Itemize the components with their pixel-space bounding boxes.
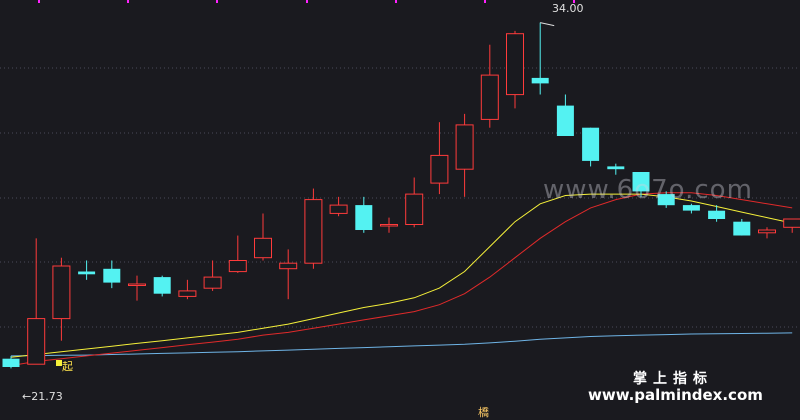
candle-down [556, 94, 574, 136]
candle-body [78, 271, 96, 275]
top-tick-mark [573, 0, 575, 3]
candle-down [153, 275, 171, 297]
candle-body [178, 290, 197, 297]
high-price-pointer [540, 22, 555, 27]
candle-up [405, 177, 424, 228]
top-tick-mark [306, 0, 308, 3]
candle-body [254, 237, 272, 259]
top-tick-mark [395, 0, 397, 3]
candle-down [531, 22, 549, 95]
candle-body [657, 194, 675, 206]
ma-line-blue [10, 332, 793, 357]
top-tick-mark [38, 0, 40, 3]
candle-up [455, 113, 474, 197]
candle-up [203, 260, 222, 291]
bottom-marker: 橋 [478, 406, 489, 419]
candle-body [506, 33, 524, 96]
candle-up [430, 122, 449, 195]
candle-body [455, 124, 474, 170]
candle-up [758, 227, 776, 239]
candle-up [506, 30, 524, 109]
candle-up [128, 275, 146, 301]
candle-body [355, 205, 373, 230]
candle-down [103, 260, 121, 289]
candle-up [228, 235, 247, 273]
candle-down [632, 171, 650, 197]
candle-up [254, 213, 272, 261]
top-tick-mark [484, 0, 486, 3]
candle-up [783, 218, 800, 233]
signal-marker [56, 360, 62, 366]
candle-body [103, 268, 121, 283]
candle-body [582, 127, 600, 161]
top-tick-mark [127, 0, 129, 3]
candle-body [607, 166, 625, 170]
candle-body [153, 277, 171, 294]
candle-up [52, 257, 71, 341]
candle-body [27, 318, 46, 365]
top-tick-mark [216, 0, 218, 3]
candle-body [480, 74, 499, 120]
watermark-url: www.palmindex.com [588, 386, 763, 404]
candle-body [52, 265, 71, 320]
candle-body [228, 260, 247, 273]
candle-down [682, 203, 700, 214]
low-price-label: ←21.73 [22, 390, 63, 403]
watermark-brand: 掌上指标 [633, 371, 713, 387]
candle-body [708, 210, 726, 219]
candle-down [733, 218, 751, 236]
candle-up [304, 188, 323, 269]
ma-line-red [10, 192, 793, 367]
candle-down [78, 260, 96, 280]
candle-up [480, 44, 499, 128]
candle-down [2, 355, 20, 369]
candle-body [203, 276, 222, 289]
candle-up [380, 217, 398, 233]
candle-body [329, 204, 348, 214]
watermark-site: www.6o7o.com [543, 175, 753, 205]
candle-body [405, 193, 424, 226]
candle-down [607, 163, 625, 175]
candle-down [708, 205, 726, 222]
candle-down [657, 191, 675, 208]
candle-body [682, 205, 700, 211]
candle-body [733, 221, 751, 236]
candle-body [2, 358, 20, 367]
candle-body [632, 172, 650, 192]
candle-body [783, 218, 800, 228]
candle-up [279, 249, 298, 300]
high-price-label: 34.00 [552, 2, 584, 15]
signal-label: 起 [62, 360, 73, 373]
candle-body [531, 77, 549, 84]
candle-up [178, 279, 197, 300]
candle-body [128, 283, 146, 286]
candle-body [380, 224, 398, 227]
candle-down [582, 127, 600, 167]
candle-body [758, 229, 776, 234]
low-price-value: 21.73 [31, 390, 63, 403]
candle-body [430, 154, 449, 184]
candle-up [27, 238, 46, 365]
candle-body [304, 199, 323, 264]
candle-body [279, 262, 298, 270]
ma-line-yellow [10, 193, 793, 358]
candle-down [355, 196, 373, 233]
candle-up [329, 196, 348, 217]
candle-body [556, 105, 574, 136]
